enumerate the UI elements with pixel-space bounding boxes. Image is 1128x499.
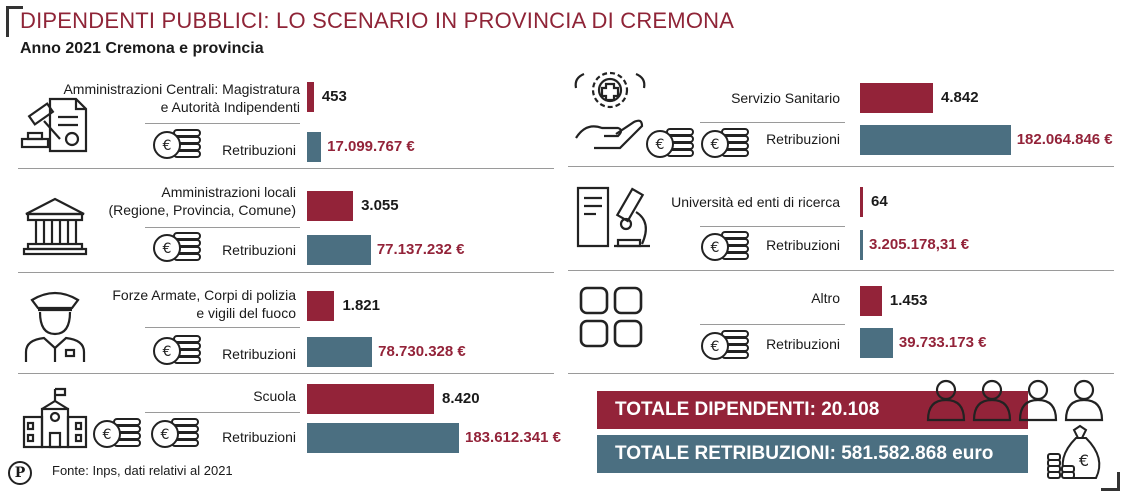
- svg-text:€: €: [711, 339, 720, 355]
- total-salaries-box: TOTALE RETRIBUZIONI: 581.582.868 euro: [597, 435, 1028, 473]
- government-building-icon: [22, 197, 88, 256]
- salaries-label: Retribuzioni: [766, 336, 840, 352]
- svg-text:€: €: [163, 344, 172, 360]
- bar-employees-university: [860, 187, 863, 217]
- grid-squares-icon: [579, 286, 643, 348]
- category-label-line: Forze Armate, Corpi di polizia: [112, 287, 296, 303]
- svg-text:€: €: [656, 137, 665, 153]
- bar-salaries-central: [307, 132, 322, 162]
- healthcare-hand-icon: [574, 71, 646, 150]
- value-salaries-other: 39.733.173 €: [898, 334, 987, 351]
- row-separator: [18, 168, 554, 169]
- people-group-icon: [926, 379, 1104, 422]
- bar-employees-health: [860, 83, 934, 113]
- sub-separator: [145, 327, 300, 328]
- euro-coins-icon: €: [701, 128, 749, 158]
- category-label-line: Amministrazioni locali: [161, 184, 296, 200]
- salaries-label: Retribuzioni: [766, 131, 840, 147]
- svg-text:€: €: [163, 138, 172, 154]
- euro-coins-icon: €: [93, 418, 141, 448]
- corner-mark: [1101, 472, 1120, 491]
- research-microscope-icon: [576, 186, 650, 248]
- sub-separator: [700, 324, 845, 325]
- category-label-local: Amministrazioni locali (Regione, Provinc…: [108, 183, 296, 219]
- sub-separator: [145, 227, 300, 228]
- judge-gavel-icon: [20, 97, 88, 153]
- value-salaries-central: 17.099.767 €: [327, 138, 415, 155]
- bar-employees-other: [860, 286, 882, 316]
- value-employees-other: 1.453: [889, 292, 928, 309]
- category-label-other: Altro: [811, 290, 840, 306]
- bar-salaries-other: [860, 328, 893, 358]
- salaries-label: Retribuzioni: [222, 346, 296, 362]
- bar-employees-local: [307, 191, 354, 221]
- bar-employees-armed-forces: [307, 291, 335, 321]
- total-employees-box: TOTALE DIPENDENTI: 20.108: [597, 391, 1028, 429]
- svg-text:€: €: [103, 427, 112, 443]
- sub-separator: [145, 412, 300, 413]
- value-salaries-armed-forces: 78.730.328 €: [378, 343, 466, 360]
- category-label-university: Università ed enti di ricerca: [671, 194, 840, 210]
- category-label-line: Amministrazioni Centrali: Magistratura: [63, 81, 300, 97]
- euro-coins-icon: €: [153, 232, 201, 262]
- euro-coins-icon: €: [153, 129, 201, 159]
- salaries-label: Retribuzioni: [222, 429, 296, 445]
- svg-text:€: €: [711, 137, 720, 153]
- euro-coins-icon: €: [646, 128, 694, 158]
- category-label-school: Scuola: [253, 388, 296, 404]
- svg-text:€: €: [163, 241, 172, 257]
- euro-coins-icon: €: [153, 335, 201, 365]
- sub-separator: [700, 226, 845, 227]
- row-separator: [568, 166, 1114, 167]
- euro-coins-icon: €: [701, 330, 749, 360]
- value-employees-health: 4.842: [941, 89, 979, 106]
- svg-text:€: €: [711, 240, 720, 256]
- sub-separator: [145, 123, 300, 124]
- bar-salaries-health: [860, 125, 1011, 155]
- bar-salaries-armed-forces: [307, 337, 373, 367]
- bar-salaries-school: [307, 423, 459, 453]
- value-salaries-health: 182.064.846 €: [1016, 131, 1113, 148]
- category-label-health: Servizio Sanitario: [731, 90, 840, 106]
- value-salaries-university: 3.205.178,31 €: [869, 236, 970, 253]
- category-label-line: e vigili del fuoco: [196, 305, 296, 321]
- money-bag-icon: €: [1047, 424, 1101, 479]
- category-label-line: e Autorità Indipendenti: [160, 99, 300, 115]
- salaries-label: Retribuzioni: [766, 237, 840, 253]
- title-corner-mark: [6, 6, 23, 37]
- row-separator: [18, 272, 554, 273]
- euro-coins-icon: €: [151, 418, 199, 448]
- publisher-logo: P: [8, 461, 32, 485]
- school-building-icon: [22, 387, 88, 449]
- bar-employees-school: [307, 384, 434, 414]
- bar-salaries-local: [307, 235, 371, 265]
- value-employees-local: 3.055: [361, 197, 399, 214]
- category-label-line: (Regione, Provincia, Comune): [108, 202, 296, 218]
- police-officer-icon: [24, 291, 86, 362]
- chart-subtitle: Anno 2021 Cremona e provincia: [20, 40, 264, 57]
- salaries-label: Retribuzioni: [222, 242, 296, 258]
- value-employees-central: 453: [321, 88, 347, 105]
- svg-text:€: €: [1079, 451, 1089, 470]
- row-separator: [568, 373, 1114, 374]
- svg-text:€: €: [161, 427, 170, 443]
- value-employees-university: 64: [871, 193, 888, 210]
- value-employees-school: 8.420: [442, 390, 480, 407]
- row-separator: [568, 270, 1114, 271]
- value-employees-armed-forces: 1.821: [342, 297, 380, 314]
- euro-coins-icon: €: [701, 231, 749, 261]
- value-salaries-school: 183.612.341 €: [465, 429, 561, 446]
- category-label-armed-forces: Forze Armate, Corpi di polizia e vigili …: [112, 286, 296, 322]
- value-salaries-local: 77.137.232 €: [376, 241, 465, 258]
- salaries-label: Retribuzioni: [222, 142, 296, 158]
- source-note: Fonte: Inps, dati relativi al 2021: [52, 463, 233, 478]
- bar-salaries-university: [860, 230, 863, 260]
- chart-title: DIPENDENTI PUBBLICI: LO SCENARIO IN PROV…: [20, 8, 735, 33]
- sub-separator: [700, 122, 845, 123]
- bar-employees-central: [307, 82, 314, 112]
- category-label-central: Amministrazioni Centrali: Magistratura e…: [63, 80, 300, 116]
- row-separator: [18, 373, 554, 374]
